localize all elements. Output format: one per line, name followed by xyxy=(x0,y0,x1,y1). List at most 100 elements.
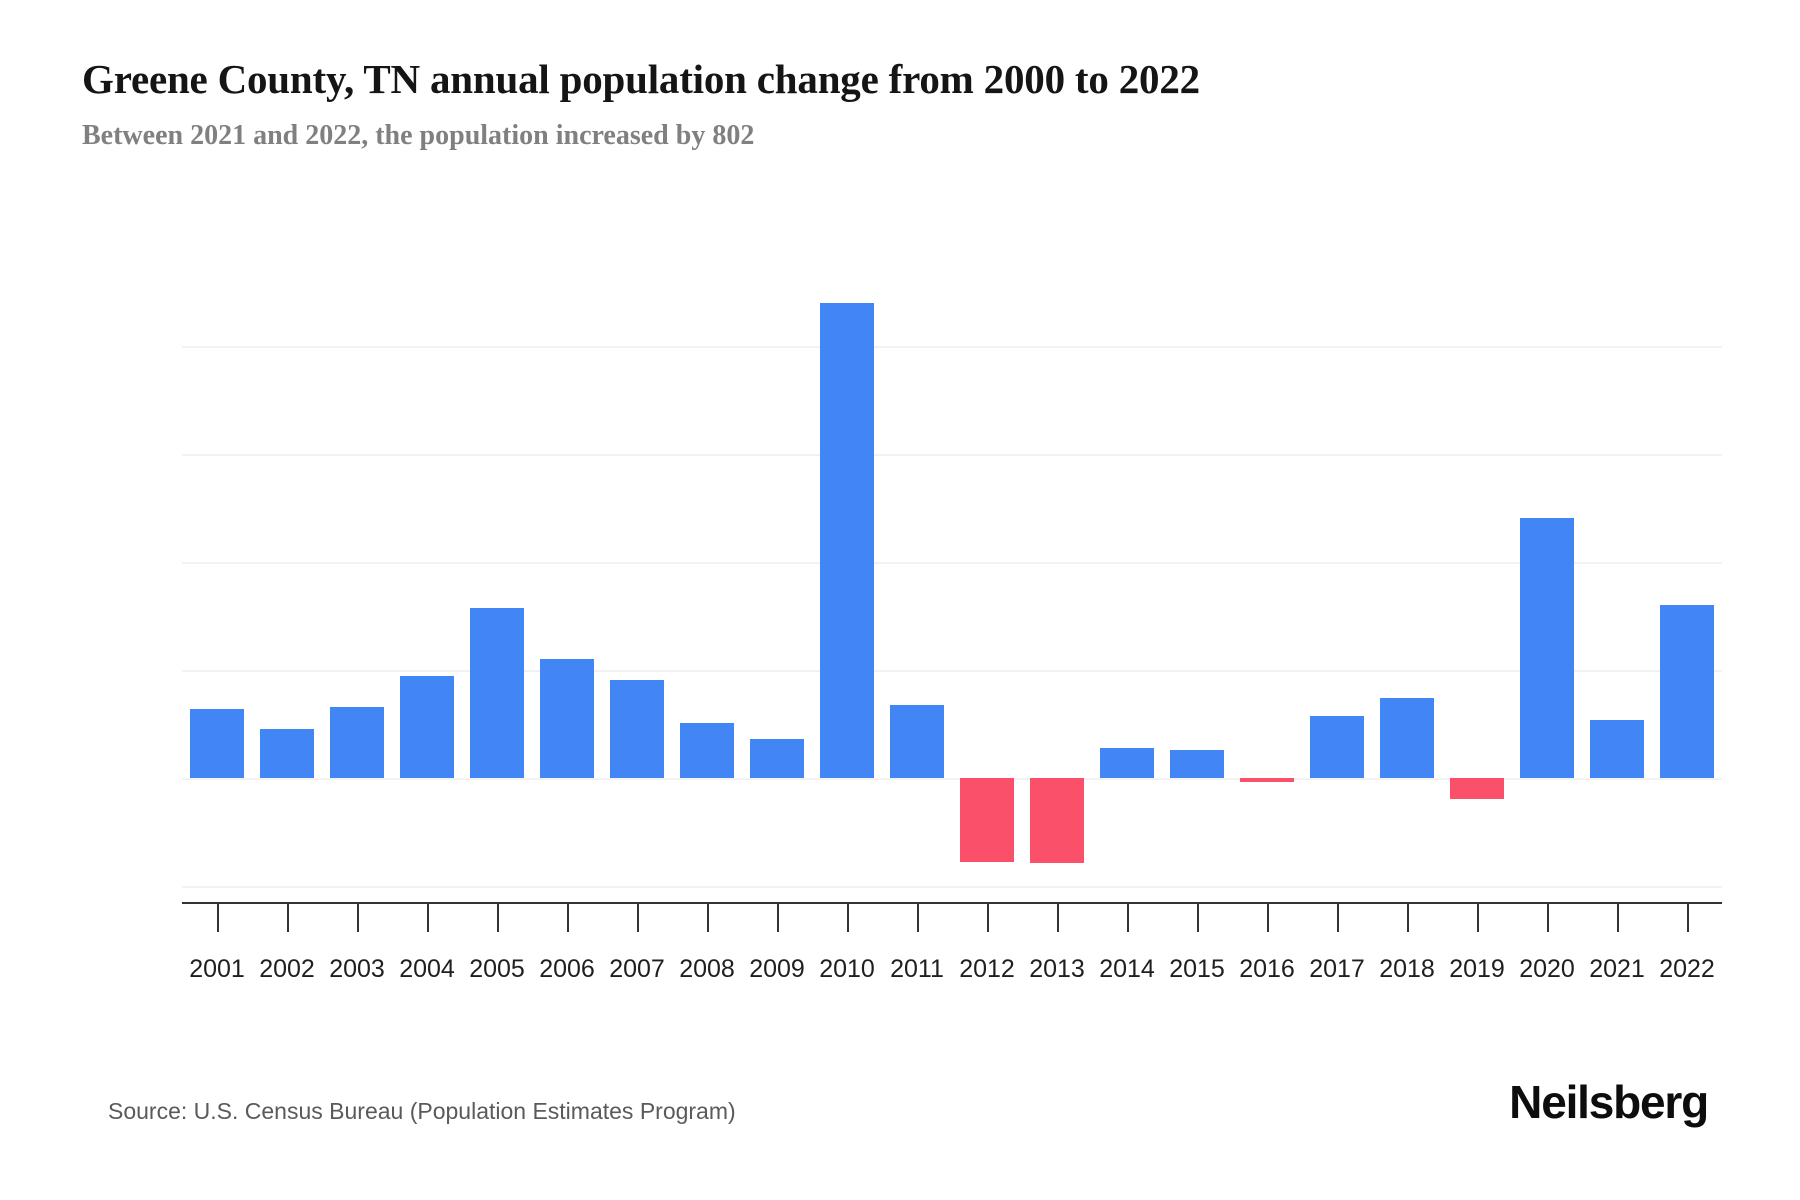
bar-slot xyxy=(812,230,882,902)
bar-2012[interactable] xyxy=(960,778,1014,863)
bar-slot xyxy=(1372,230,1442,902)
x-tick-label-2014: 2014 xyxy=(1099,955,1155,983)
page-subtitle: Between 2021 and 2022, the population in… xyxy=(82,120,755,151)
page-title: Greene County, TN annual population chan… xyxy=(82,56,1200,102)
bar-2001[interactable] xyxy=(190,708,244,778)
bar-2005[interactable] xyxy=(470,608,524,778)
bar-slot xyxy=(952,230,1022,902)
bar-slot xyxy=(1092,230,1162,902)
y-axis-labels: −5000500100015002000 xyxy=(0,230,1540,902)
bar-slot xyxy=(882,230,952,902)
bar-2011[interactable] xyxy=(890,704,944,778)
x-tick-label-2003: 2003 xyxy=(329,955,385,983)
gridline-1500 xyxy=(182,454,1722,456)
x-tick-2011 xyxy=(917,904,919,932)
bar-2022[interactable] xyxy=(1660,604,1714,778)
bar-2010[interactable] xyxy=(820,302,874,778)
bar-slot xyxy=(532,230,602,902)
bar-series xyxy=(182,230,1722,902)
bar-slot xyxy=(672,230,742,902)
gridline-2000 xyxy=(182,346,1722,348)
x-tick-2017 xyxy=(1337,904,1339,932)
bar-2003[interactable] xyxy=(330,706,384,778)
x-tick-label-2007: 2007 xyxy=(609,955,665,983)
x-tick-label-2015: 2015 xyxy=(1169,955,1225,983)
x-tick-label-2020: 2020 xyxy=(1519,955,1575,983)
x-tick-label-2016: 2016 xyxy=(1239,955,1295,983)
bar-2008[interactable] xyxy=(680,722,734,778)
plot-area xyxy=(182,230,1722,932)
bar-2013[interactable] xyxy=(1030,778,1084,864)
bar-2002[interactable] xyxy=(260,729,314,778)
bar-2021[interactable] xyxy=(1590,719,1644,778)
x-tick-label-2008: 2008 xyxy=(679,955,735,983)
x-tick-2018 xyxy=(1407,904,1409,932)
bar-slot xyxy=(1162,230,1232,902)
bar-slot xyxy=(322,230,392,902)
x-tick-2022 xyxy=(1687,904,1689,932)
x-tick-2015 xyxy=(1197,904,1199,932)
x-tick-label-2004: 2004 xyxy=(399,955,455,983)
x-tick-label-2021: 2021 xyxy=(1589,955,1645,983)
bar-slot xyxy=(1302,230,1372,902)
bar-slot xyxy=(462,230,532,902)
bar-2006[interactable] xyxy=(540,659,594,778)
bar-slot xyxy=(182,230,252,902)
x-tick-label-2018: 2018 xyxy=(1379,955,1435,983)
x-tick-2008 xyxy=(707,904,709,932)
gridline--500 xyxy=(182,886,1722,888)
bar-2016[interactable] xyxy=(1240,778,1294,783)
x-tick-2001 xyxy=(217,904,219,932)
gridline-0 xyxy=(182,778,1722,780)
x-tick-2004 xyxy=(427,904,429,932)
bar-slot xyxy=(252,230,322,902)
x-tick-2013 xyxy=(1057,904,1059,932)
x-tick-label-2006: 2006 xyxy=(539,955,595,983)
bar-2009[interactable] xyxy=(750,739,804,778)
x-tick-label-2010: 2010 xyxy=(819,955,875,983)
bar-slot xyxy=(1022,230,1092,902)
x-tick-2005 xyxy=(497,904,499,932)
bar-2004[interactable] xyxy=(400,676,454,778)
x-tick-label-2001: 2001 xyxy=(189,955,245,983)
bar-slot xyxy=(602,230,672,902)
x-axis-line xyxy=(182,902,1722,904)
bar-slot xyxy=(742,230,812,902)
bar-2017[interactable] xyxy=(1310,716,1364,778)
bar-slot xyxy=(392,230,462,902)
bar-2019[interactable] xyxy=(1450,778,1504,799)
bar-slot xyxy=(1512,230,1582,902)
bar-2014[interactable] xyxy=(1100,747,1154,778)
gridline-500 xyxy=(182,670,1722,672)
x-tick-label-2012: 2012 xyxy=(959,955,1015,983)
bar-2015[interactable] xyxy=(1170,749,1224,778)
x-tick-2003 xyxy=(357,904,359,932)
x-tick-2020 xyxy=(1547,904,1549,932)
x-tick-2006 xyxy=(567,904,569,932)
x-tick-label-2009: 2009 xyxy=(749,955,805,983)
x-tick-2007 xyxy=(637,904,639,932)
x-tick-label-2017: 2017 xyxy=(1309,955,1365,983)
x-tick-label-2011: 2011 xyxy=(890,955,944,983)
x-tick-2014 xyxy=(1127,904,1129,932)
gridline-1000 xyxy=(182,562,1722,564)
brand-logo: Neilsberg xyxy=(1509,1076,1709,1128)
x-tick-label-2013: 2013 xyxy=(1029,955,1085,983)
bar-2007[interactable] xyxy=(610,679,664,778)
bar-slot xyxy=(1652,230,1722,902)
bar-2020[interactable] xyxy=(1520,517,1574,778)
x-tick-2002 xyxy=(287,904,289,932)
bar-slot xyxy=(1442,230,1512,902)
x-tick-2021 xyxy=(1617,904,1619,932)
bar-2018[interactable] xyxy=(1380,698,1434,778)
x-tick-2012 xyxy=(987,904,989,932)
bar-slot xyxy=(1582,230,1652,902)
x-tick-label-2022: 2022 xyxy=(1659,955,1715,983)
x-tick-2019 xyxy=(1477,904,1479,932)
x-tick-2016 xyxy=(1267,904,1269,932)
x-tick-label-2005: 2005 xyxy=(469,955,525,983)
x-tick-2010 xyxy=(847,904,849,932)
x-tick-label-2002: 2002 xyxy=(259,955,315,983)
bar-slot xyxy=(1232,230,1302,902)
